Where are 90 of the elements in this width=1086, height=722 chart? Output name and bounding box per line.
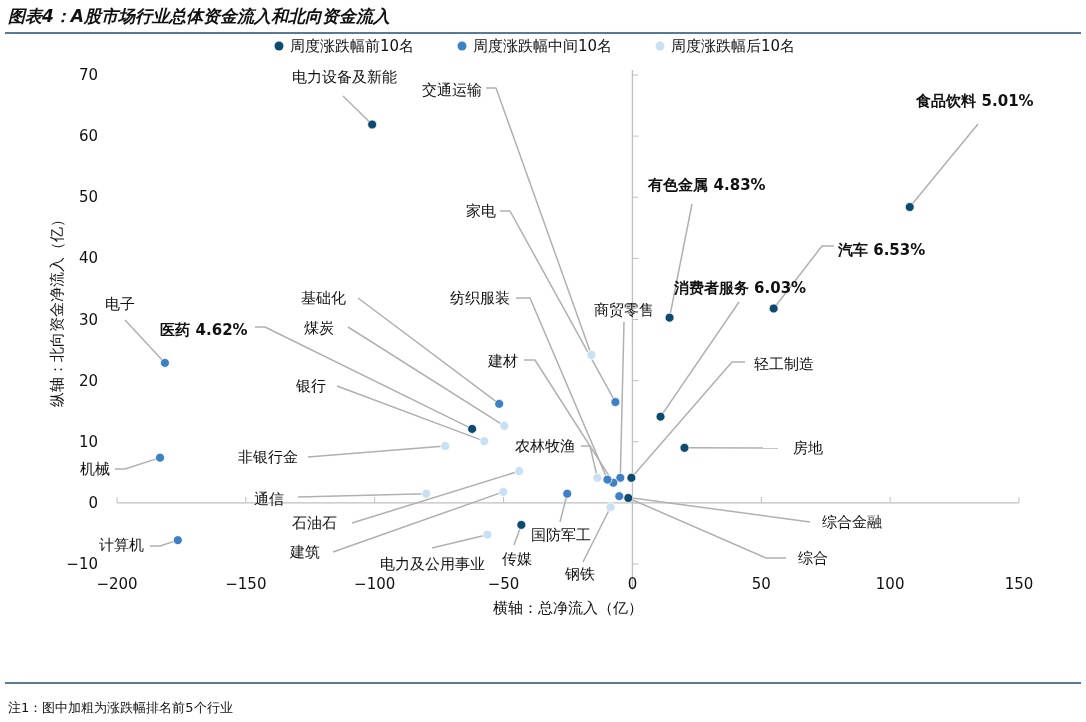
y-tick-label: 20 (78, 371, 98, 390)
point (494, 398, 505, 409)
point (367, 119, 378, 130)
legend-label: 周度涨跌幅后10名 (671, 37, 796, 55)
point (592, 472, 603, 483)
annotation: 银行 (296, 377, 485, 442)
point (626, 472, 637, 483)
x-tick-label: 150 (1004, 575, 1034, 593)
point (586, 350, 597, 360)
point (605, 502, 616, 513)
annotation: 煤炭 (304, 319, 334, 337)
point (562, 488, 573, 499)
annotation: 房地 (793, 439, 823, 457)
y-axis-title: 纵轴：北向资金净流入（亿） (48, 212, 66, 407)
annotation: 交通运输 (422, 81, 482, 99)
annotation: 机械 (80, 456, 161, 478)
legend-label: 周度涨跌幅中间10名 (473, 37, 613, 55)
annotation: 食品饮料 5.01% (909, 92, 1034, 208)
point (479, 436, 490, 447)
annotation: 农林牧渔 (515, 437, 575, 455)
annotation: 轻工制造 (754, 355, 814, 373)
point (602, 474, 613, 485)
annotation: 电力及公用事业 (379, 533, 489, 573)
point (664, 312, 675, 323)
point (172, 535, 183, 546)
point (615, 472, 626, 483)
y-tick-label: 60 (78, 127, 98, 146)
chart-title: 图表4：A股市场行业总体资金流入和北向资金流入 (8, 6, 390, 26)
point (499, 420, 510, 431)
annotation: 非银行金 (238, 445, 447, 466)
point (421, 488, 432, 499)
annotation: 纺织服装 (450, 289, 510, 307)
x-axis-title: 横轴：总净流入（亿） (493, 599, 643, 617)
point (904, 202, 915, 212)
point (679, 442, 690, 453)
annotation: 石油石 (292, 514, 337, 532)
annotation: 基础化 (301, 289, 346, 307)
y-tick-label: 40 (78, 249, 98, 268)
point (614, 491, 625, 502)
annotation: 机械 (80, 460, 110, 478)
annotation: 电力设备及新能 (291, 68, 397, 126)
point (160, 358, 170, 368)
annotation: 电力及公用事业 (379, 555, 485, 573)
annotation: 传媒 (502, 550, 532, 568)
x-tick-label: 50 (751, 575, 771, 593)
point (514, 466, 525, 476)
point (498, 486, 509, 497)
x-tick-label: −50 (487, 575, 520, 593)
x-tick-label: −200 (96, 575, 138, 593)
point (610, 397, 621, 407)
y-tick-label: −10 (66, 555, 98, 573)
annotation: 消费者服务 6.03% (672, 279, 807, 297)
point (440, 441, 451, 451)
y-tick-label: 50 (78, 188, 98, 207)
annotation: 非银行金 (238, 448, 298, 466)
annotation: 家电 (466, 202, 496, 220)
annotation: 汽车 6.53% (837, 241, 926, 259)
annotation: 电力设备及新能 (291, 68, 397, 86)
annotation: 钢铁 (564, 565, 595, 583)
y-tick-label: 70 (78, 66, 98, 84)
y-tick-label: 0 (88, 493, 98, 512)
y-tick-label: 30 (78, 310, 98, 329)
x-tick-label: 0 (627, 575, 638, 593)
annotation: 电子 (105, 295, 135, 313)
annotation: 计算机 (99, 536, 144, 554)
annotation: 国防军工 (531, 492, 591, 544)
y-tick-label: 10 (78, 432, 98, 451)
annotation: 国防军工 (531, 526, 591, 544)
legend-label: 周度涨跌幅前10名 (290, 37, 415, 55)
point (467, 424, 478, 434)
x-tick-label: −100 (354, 575, 396, 593)
point (655, 411, 666, 422)
annotation: 商贸零售 (594, 301, 654, 319)
x-tick-label: −150 (225, 575, 267, 593)
annotation: 建筑 (289, 543, 320, 561)
annotation: 食品饮料 5.01% (915, 92, 1034, 110)
point (482, 529, 493, 540)
annotation: 通信 (254, 490, 284, 508)
annotation: 银行 (295, 377, 326, 395)
point (155, 452, 165, 463)
annotation: 建材 (487, 352, 518, 370)
annotation: 房地 (683, 439, 823, 457)
text: 注1：图中加粗为涨跌幅排名前5个行业 (8, 700, 233, 715)
point (516, 519, 527, 530)
annotation: 有色金属 4.83% (647, 176, 766, 194)
annotation: 综合 (798, 549, 828, 567)
point (768, 303, 779, 314)
point (623, 493, 634, 503)
annotation: 计算机 (99, 536, 179, 554)
x-tick-label: 100 (875, 575, 905, 593)
